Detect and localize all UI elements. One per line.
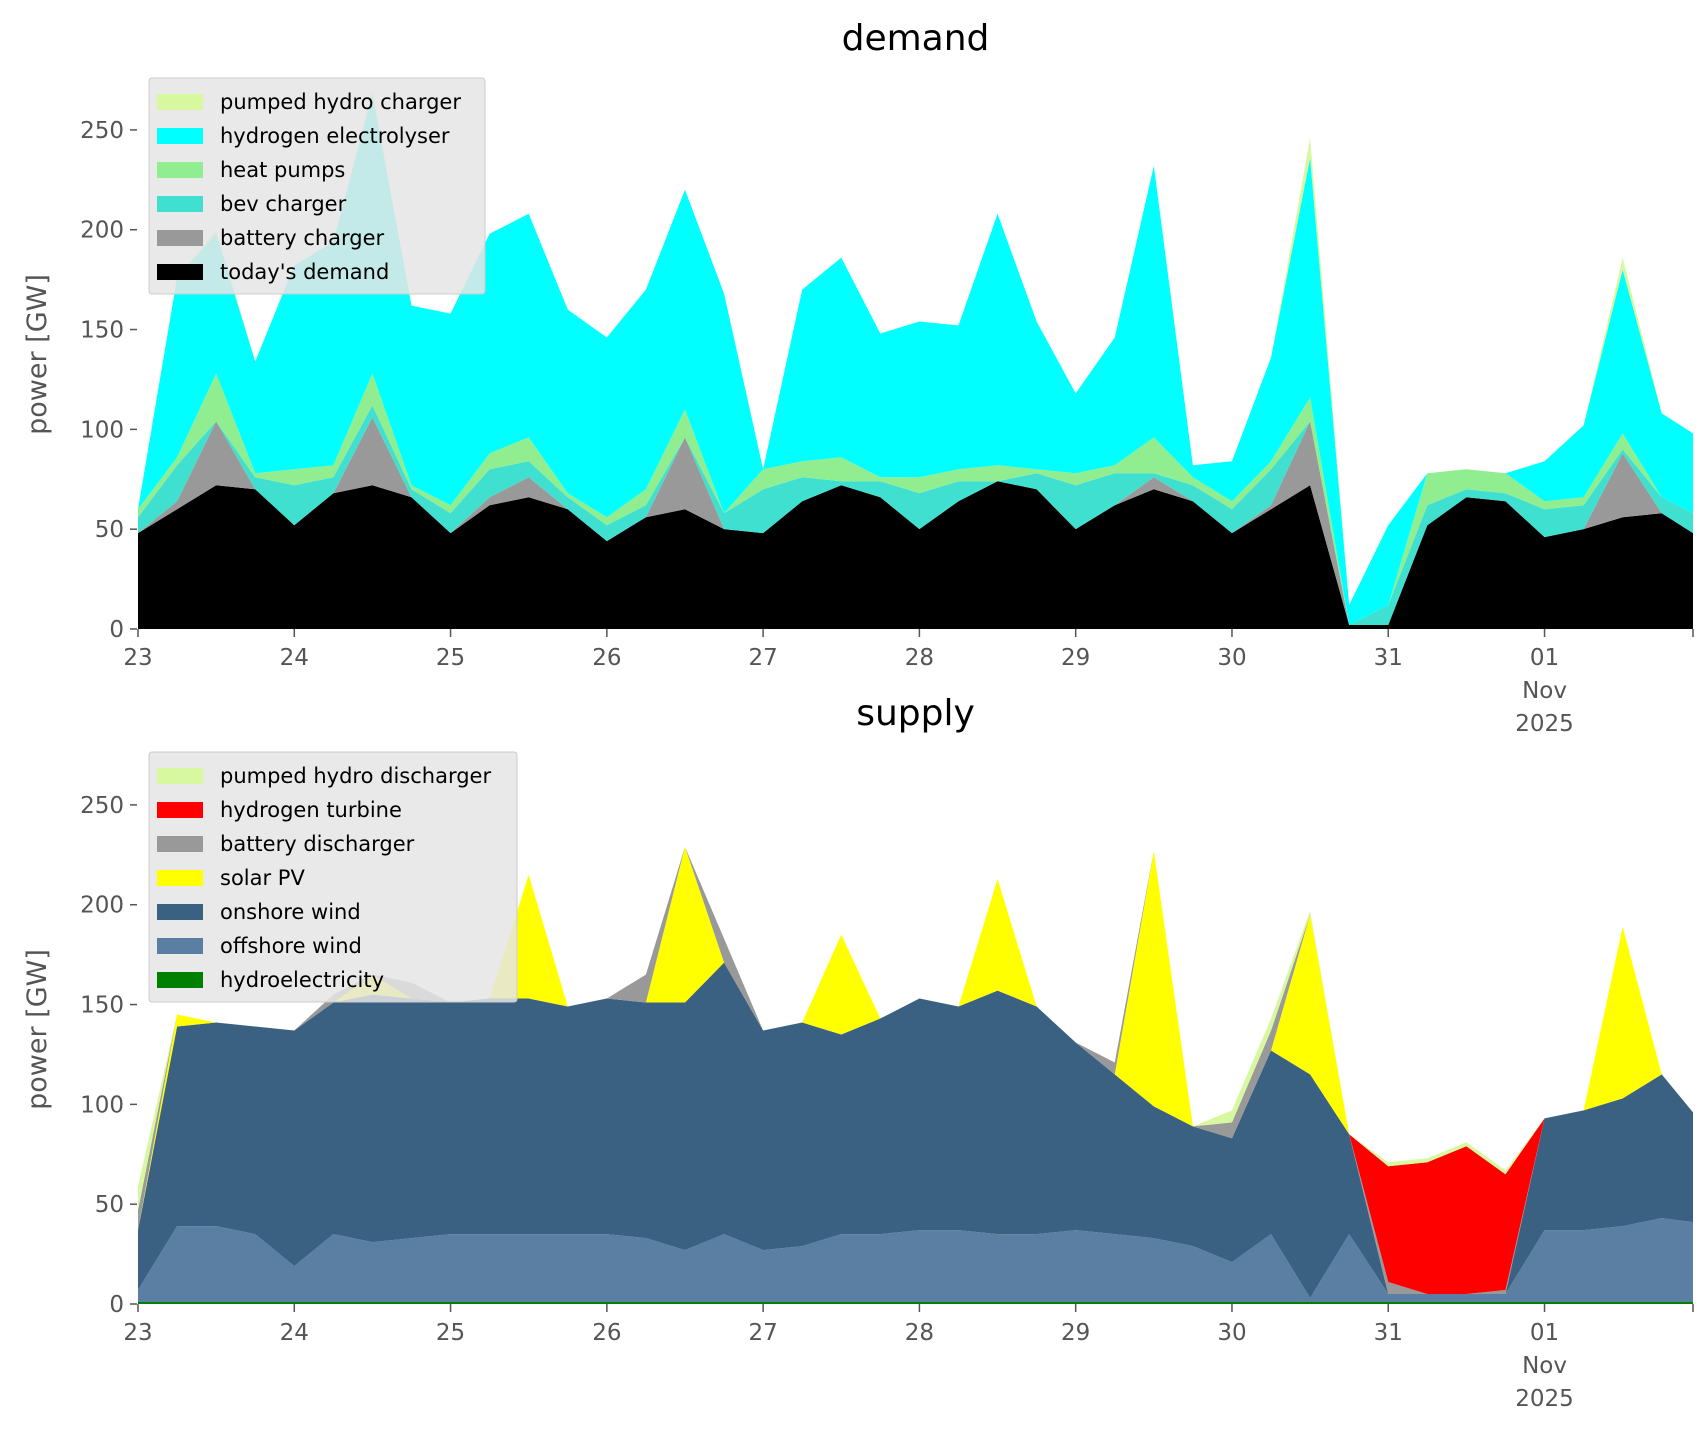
- y-tick-label: 200: [80, 218, 124, 244]
- legend-entry: battery charger: [220, 226, 385, 250]
- y-tick-label: 50: [95, 1192, 124, 1218]
- x-tick-label: 29: [1061, 645, 1090, 671]
- x-tick-label: 23: [123, 645, 152, 671]
- y-axis-label: power [GW]: [22, 274, 53, 435]
- x-tick-label: 01: [1530, 645, 1559, 671]
- area-series-hydroelectricity: [138, 1302, 1693, 1304]
- x-tick-label: 2025: [1515, 711, 1574, 737]
- panel-0: demand power [GW] 0 50 100 150 200 250 23 24 25 26 2…: [22, 18, 1694, 737]
- legend-entry: battery discharger: [220, 832, 415, 856]
- area-series-offshore-wind: [138, 1218, 1693, 1303]
- legend-swatch: [157, 802, 203, 818]
- legend-entry: bev charger: [220, 192, 347, 216]
- y-tick-label: 0: [109, 617, 124, 643]
- area-series-hydrogen-electrolyser: [138, 93, 1693, 626]
- y-axis-label: power [GW]: [22, 949, 53, 1110]
- legend-swatch: [157, 972, 203, 988]
- legend-swatch: [157, 230, 203, 246]
- y-tick-label: 0: [109, 1292, 124, 1318]
- x-tick-label: 2025: [1515, 1386, 1574, 1412]
- x-tick-label: 26: [592, 1320, 621, 1346]
- legend-entry: pumped hydro charger: [220, 90, 461, 114]
- y-tick-label: 200: [80, 893, 124, 919]
- legend-swatch: [157, 836, 203, 852]
- y-tick-label: 50: [95, 517, 124, 543]
- x-tick-label: 30: [1217, 645, 1246, 671]
- x-tick-label: 31: [1374, 645, 1403, 671]
- legend-entry: hydrogen turbine: [220, 798, 402, 822]
- x-tick-label: 01: [1530, 1320, 1559, 1346]
- x-tick-label: 24: [280, 645, 309, 671]
- chart-title: demand: [842, 18, 990, 59]
- y-tick-label: 100: [80, 1092, 124, 1118]
- area-series-solar-pv: [138, 846, 1693, 1295]
- y-tick-label: 100: [80, 417, 124, 443]
- legend-box: [148, 77, 486, 295]
- legend-swatch: [157, 264, 203, 280]
- x-tick-label: 24: [280, 1320, 309, 1346]
- legend: pumped hydro charger hydrogen electrolyse…: [148, 77, 486, 295]
- area-series-today-s-demand: [138, 481, 1693, 629]
- legend-entry: solar PV: [220, 866, 305, 890]
- y-tick-label: 150: [80, 993, 124, 1019]
- chart-title: supply: [856, 693, 975, 734]
- legend-swatch: [157, 162, 203, 178]
- legend-swatch: [157, 94, 203, 110]
- y-tick-label: 150: [80, 318, 124, 344]
- legend: pumped hydro discharger hydrogen turbine b…: [148, 751, 518, 1003]
- area-series-bev-charger: [138, 405, 1693, 626]
- x-tick-label: 29: [1061, 1320, 1090, 1346]
- x-tick-label: Nov: [1522, 678, 1567, 704]
- x-tick-label: 31: [1374, 1320, 1403, 1346]
- x-tick-label: 27: [748, 1320, 777, 1346]
- legend-swatch: [157, 938, 203, 954]
- legend-swatch: [157, 904, 203, 920]
- x-tick-label: Nov: [1522, 1353, 1567, 1379]
- y-tick-label: 250: [80, 118, 124, 144]
- legend-entry: heat pumps: [220, 158, 345, 182]
- legend-entry: hydrogen electrolyser: [220, 124, 450, 148]
- legend-entry: offshore wind: [220, 934, 362, 958]
- x-tick-label: 23: [123, 1320, 152, 1346]
- legend-entry: onshore wind: [220, 900, 361, 924]
- legend-swatch: [157, 870, 203, 886]
- area-series-onshore-wind: [138, 962, 1693, 1299]
- legend-swatch: [157, 196, 203, 212]
- x-tick-label: 25: [436, 1320, 465, 1346]
- x-tick-label: 25: [436, 645, 465, 671]
- x-tick-label: 28: [905, 645, 934, 671]
- legend-swatch: [157, 768, 203, 784]
- legend-entry: today's demand: [220, 260, 389, 284]
- panel-1: supply power [GW] 0 50 100 150 200 250 23 24 25 26 2…: [22, 693, 1694, 1412]
- legend-swatch: [157, 128, 203, 144]
- legend-entry: pumped hydro discharger: [220, 764, 491, 788]
- x-tick-label: 27: [748, 645, 777, 671]
- area-series-battery-charger: [138, 417, 1693, 626]
- legend-entry: hydroelectricity: [220, 968, 384, 992]
- y-tick-label: 250: [80, 793, 124, 819]
- x-tick-label: 30: [1217, 1320, 1246, 1346]
- x-tick-label: 26: [592, 645, 621, 671]
- x-tick-label: 28: [905, 1320, 934, 1346]
- legend-box: [148, 751, 518, 1003]
